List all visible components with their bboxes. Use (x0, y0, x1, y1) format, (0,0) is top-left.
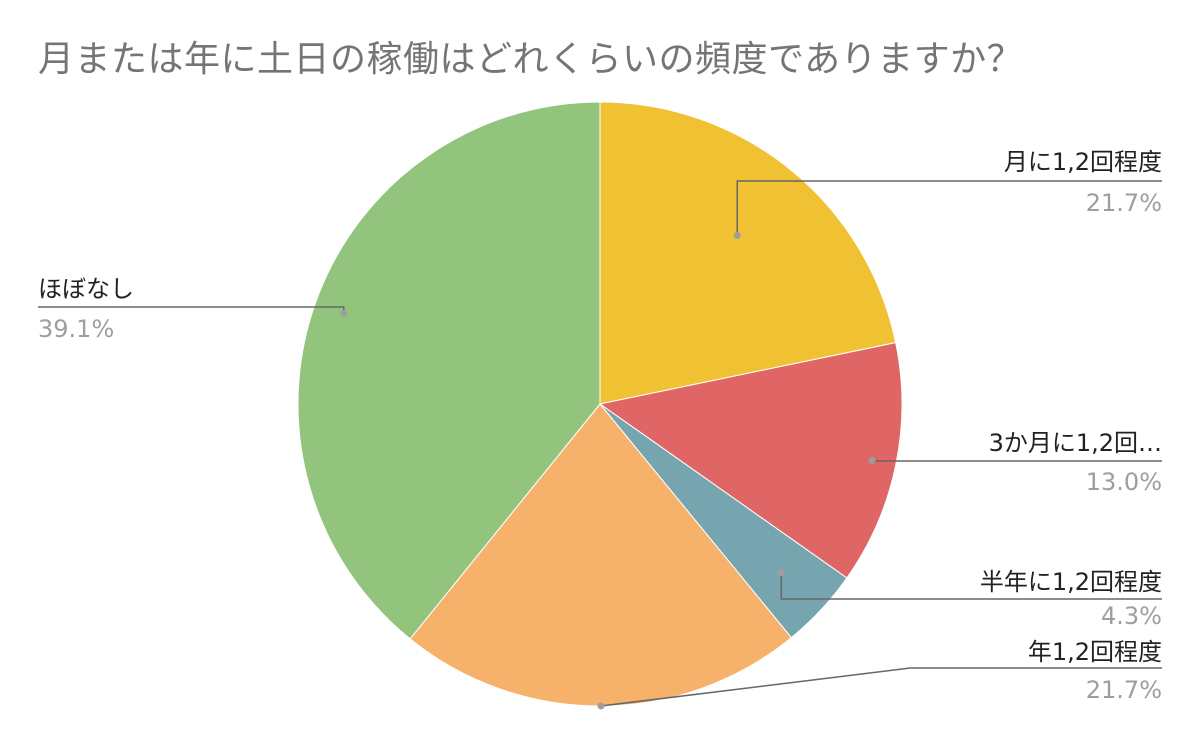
slice-percent-label: 4.3% (1101, 602, 1162, 630)
callout-line (38, 306, 345, 314)
callout-dot (340, 309, 348, 317)
slice-label: 3か月に1,2回… (989, 429, 1162, 457)
callout-line (780, 572, 1162, 600)
callout-dot (868, 456, 876, 464)
chart-title: 月または年に土日の稼働はどれくらいの頻度でありますか？ (38, 39, 1024, 80)
pie-slice (599, 101, 897, 405)
callout-line (871, 460, 1162, 462)
callout-dot (733, 231, 741, 239)
callout-dot (597, 702, 605, 710)
slice-percent-label: 21.7% (1086, 676, 1162, 704)
slice-label: 年1,2回程度 (1028, 638, 1162, 666)
callout-line (600, 667, 1162, 707)
callout-dot (777, 569, 785, 577)
pie-callouts: 月に1,2回程度 21.7% 3か月に1,2回… 13.0% 半年に1,2回程度 4.3%… (38, 148, 1162, 710)
slice-label: 月に1,2回程度 (1004, 148, 1162, 176)
slice-label: ほぼなし (38, 275, 134, 303)
slice-percent-label: 21.7% (1086, 189, 1162, 217)
slice-percent-label: 39.1% (38, 315, 114, 343)
slice-label: 半年に1,2回程度 (980, 568, 1162, 596)
callout-line (736, 180, 1162, 236)
pie-slices (297, 101, 903, 707)
slice-percent-label: 13.0% (1086, 468, 1162, 496)
pie-slice (297, 101, 601, 640)
pie-slice (598, 342, 903, 579)
